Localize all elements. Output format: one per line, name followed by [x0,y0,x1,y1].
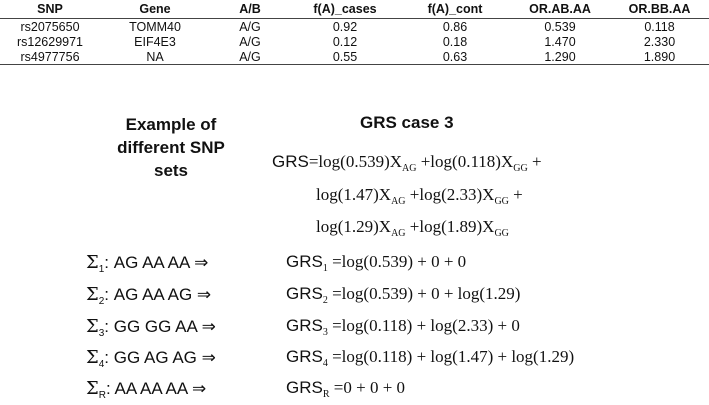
sigma-symbol: Σ [86,316,99,337]
subscript: 1 [322,263,328,274]
formula-term: log(1.47)X [316,185,392,204]
grs-symbol: GRS [286,316,323,335]
table-row: rs4977756 NA A/G 0.55 0.63 1.290 1.890 [0,49,709,65]
formula-term: +log(1.89)X [405,217,495,236]
table-cell: 0.12 [332,34,358,49]
implies-arrow: ⇒ [201,348,216,368]
table-cell: EIF4E3 [134,34,176,49]
sigma-symbol: Σ [86,252,99,273]
table-header-row: SNP Gene A/B f(A)_cases f(A)_cont OR.AB.… [0,0,709,19]
sigma-symbol: Σ [86,378,99,399]
subscript: 3 [98,328,105,339]
snp-set-4: Σ4: GG AG AG ⇒ [86,347,216,370]
subscript: GG [513,163,528,174]
subscript: 2 [322,295,328,306]
snp-sets-title: Example of different SNP sets [117,115,225,180]
genotype-set: : AA AA AA [105,379,188,398]
implies-arrow: ⇒ [194,253,209,273]
implies-arrow: ⇒ [201,317,216,337]
formula-term: + [527,152,542,171]
genotype-set: : GG AG AG [104,348,197,367]
grs-result-4: GRS4 =log(0.118) + log(1.47) + log(1.29) [286,347,574,369]
formula-term: +log(0.118)X [416,152,514,171]
table-row: rs2075650 TOMM40 A/G 0.92 0.86 0.539 0.1… [0,19,709,35]
sigma-symbol: Σ [86,347,99,368]
table-cell: A/G [210,49,290,65]
table-cell: A/G [239,19,261,34]
sigma-symbol: Σ [86,284,99,305]
table-cell: NA [100,49,210,65]
snp-set-1: Σ1: AG AA AA ⇒ [86,252,208,275]
grs-value: =log(0.539) + 0 + 0 [327,252,467,271]
subscript: 4 [98,359,105,370]
formula-term: +log(2.33)X [405,185,495,204]
grs-formula-line-3: log(1.29)XAG +log(1.89)XGG [316,217,509,239]
col-header-ab: A/B [210,0,290,19]
subscript: R [322,389,330,400]
grs-result-r: GRSR =0 + 0 + 0 [286,378,405,400]
grs-result-2: GRS2 =log(0.539) + 0 + log(1.29) [286,284,520,306]
grs-symbol: GRS [286,252,323,271]
snp-table: SNP Gene A/B f(A)_cases f(A)_cont OR.AB.… [0,0,709,65]
table-cell: 0.92 [332,19,358,34]
grs-value: =log(0.118) + log(1.47) + log(1.29) [327,347,575,366]
col-header-fa-cont: f(A)_cont [400,0,510,19]
implies-arrow: ⇒ [192,379,207,399]
subscript: 4 [322,358,328,369]
col-header-gene: Gene [100,0,210,19]
subscript: GG [494,228,509,239]
subscript: GG [494,196,509,207]
table-cell: 2.330 [643,34,676,49]
table-cell: rs2075650 [20,19,80,34]
table-cell: A/G [239,34,261,49]
col-header-or-bb-aa: OR.BB.AA [610,0,709,19]
grs-result-3: GRS3 =log(0.118) + log(2.33) + 0 [286,316,520,338]
subscript: 1 [98,264,105,275]
grs-symbol: GRS [286,284,323,303]
table-cell: 0.539 [544,19,576,34]
genotype-set: : AG AA AA [104,253,190,272]
subscript: 3 [322,327,328,338]
formula-term: + [508,185,523,204]
grs-value: =0 + 0 + 0 [329,378,406,397]
subscript: AG [402,163,417,174]
table-cell: 0.63 [400,49,510,65]
grs-formula-line-1: GRS=log(0.539)XAG +log(0.118)XGG + [272,152,542,174]
formula-term: =log(0.539)X [308,152,403,171]
implies-arrow: ⇒ [196,285,212,305]
table-cell: 0.18 [442,34,468,49]
col-header-or-ab-aa: OR.AB.AA [510,0,610,19]
grs-symbol: GRS [286,347,323,366]
grs-symbol: GRS [286,378,323,397]
table-cell: 1.890 [610,49,709,65]
snp-set-r: ΣR: AA AA AA ⇒ [86,378,206,401]
genotype-set: : GG GG AA [104,317,197,336]
table-cell: rs4977756 [0,49,100,65]
table-cell: 1.470 [544,34,576,49]
table-cell: 0.86 [442,19,468,34]
col-header-fa-cases: f(A)_cases [290,0,400,19]
subscript: AG [391,228,406,239]
table-row: rs12629971 EIF4E3 A/G 0.12 0.18 1.470 2.… [0,34,709,49]
grs-result-1: GRS1 =log(0.539) + 0 + 0 [286,252,466,274]
grs-value: =log(0.539) + 0 + log(1.29) [327,284,521,303]
table-cell: rs12629971 [16,34,84,49]
genotype-set: : AG AA AG [104,285,193,304]
grs-symbol: GRS [272,152,309,171]
grs-formula-line-2: log(1.47)XAG +log(2.33)XGG + [316,185,523,207]
subscript: 2 [98,296,105,307]
table-cell: 0.118 [644,19,675,34]
table-cell: 0.55 [290,49,400,65]
table-cell: TOMM40 [129,19,181,34]
subscript: R [98,390,106,401]
snp-set-2: Σ2: AG AA AG ⇒ [86,284,211,307]
subscript: AG [391,196,406,207]
formula-term: log(1.29)X [316,217,392,236]
grs-case-title: GRS case 3 [360,113,454,132]
table-cell: 1.290 [510,49,610,65]
snp-set-3: Σ3: GG GG AA ⇒ [86,316,216,339]
col-header-snp: SNP [0,0,100,19]
grs-value: =log(0.118) + log(2.33) + 0 [327,316,520,335]
